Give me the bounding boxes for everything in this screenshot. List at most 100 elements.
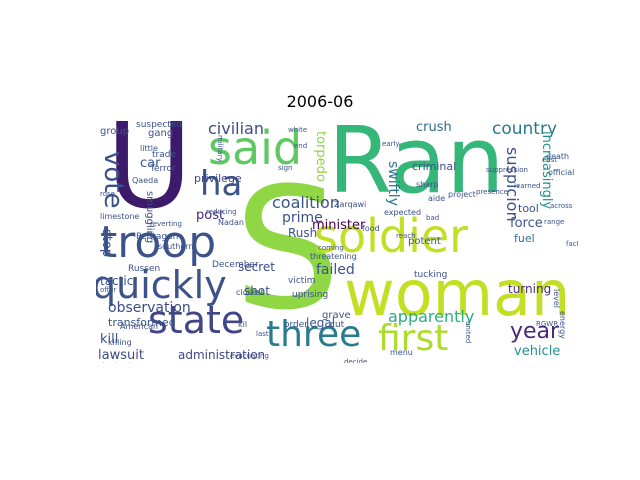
word-last: last [256, 330, 269, 338]
word-trade: trade [152, 150, 176, 160]
word-expected: expected [384, 208, 422, 217]
word-apparently: apparently [388, 307, 475, 326]
word-sharp: sharp [416, 180, 439, 189]
word-lawsuit: lawsuit [98, 348, 144, 363]
word-bad: bad [426, 214, 440, 222]
word-presence: presence [476, 188, 509, 196]
word-order: order [284, 320, 308, 330]
word-rose: rose [100, 190, 115, 198]
word-nadan: Nadan [218, 218, 244, 227]
word-victim: victim [288, 276, 316, 286]
word-east: east [542, 156, 557, 164]
word-potent: potent [408, 236, 441, 247]
word-united: united [464, 321, 472, 344]
word-first: first [378, 318, 449, 359]
word-kill: kill [100, 332, 119, 347]
word-administration: administration [178, 348, 266, 362]
word-post: post [196, 208, 225, 223]
word-aide: aide [428, 194, 446, 203]
word-swiftly: swiftly [385, 161, 401, 206]
word-said: said [208, 121, 303, 175]
word-offer: offer [100, 286, 117, 294]
word-evacuating: evacuating [230, 352, 269, 360]
word-crush: crush [416, 121, 452, 135]
word-group: group [100, 126, 130, 137]
word-southern: southern [158, 242, 194, 251]
word-threatening: threatening [310, 252, 357, 261]
word-civilian: civilian [208, 121, 264, 138]
word-minister: minister [312, 218, 366, 233]
word-official: official [548, 168, 575, 177]
word-limestone: limestone [100, 212, 140, 221]
word-vehicle: vehicle [514, 344, 561, 359]
word-factory: factory [566, 240, 578, 248]
word-terror: Terror [150, 164, 176, 174]
word-end: end [294, 142, 308, 150]
word-s: S [234, 151, 341, 347]
word-american: American [120, 322, 159, 331]
word-military: military [216, 135, 224, 162]
word-state: state [148, 298, 245, 342]
word-tactic: tactic [100, 274, 134, 288]
word-little: little [140, 144, 158, 153]
word-car: car [140, 156, 161, 171]
word-reducing: reducing [206, 208, 237, 216]
word-reverting: reverting [150, 220, 182, 228]
word-force: force [510, 216, 543, 231]
word-range: range [544, 218, 565, 226]
word-killing: killing [108, 338, 132, 347]
word-learned: learned [514, 182, 541, 190]
word-qaeda: Qaeda [132, 176, 159, 185]
word-troop: troop [100, 217, 217, 268]
word-pentagon: Pentagon [136, 232, 179, 242]
word-coalition: coalition [272, 193, 340, 212]
word-rgwr: RGWR [536, 320, 559, 328]
word-failed: failed [316, 262, 355, 278]
word-energy: energy [558, 311, 567, 339]
chart-title: 2006-06 [286, 92, 354, 111]
word-vote: vote [98, 151, 128, 209]
word-russen: Russen [128, 264, 161, 274]
word-closest: closest [236, 288, 264, 297]
word-gang: gang [148, 128, 174, 139]
word-december: December [212, 260, 259, 270]
word-early: early [382, 140, 400, 148]
word-year: year [510, 319, 560, 344]
word-shot: shot [244, 284, 270, 298]
word-suppression: suppression [486, 166, 528, 174]
word-criminal: criminal [412, 160, 457, 173]
word-stop: stop [99, 229, 114, 258]
word-fuel: fuel [514, 232, 535, 245]
word-observation: observation [108, 300, 191, 316]
word-woman: woman [344, 257, 571, 330]
word-suspected: suspected [136, 121, 183, 130]
word-level: level [552, 289, 561, 309]
word-death: death [546, 152, 570, 161]
word-prime: prime [282, 210, 323, 226]
word-cloud: Ran S U woman soldier troop said quickly… [96, 121, 578, 363]
word-kil: kil [238, 320, 248, 329]
word-menu: menu [390, 348, 413, 357]
word-privilege: privilege [194, 172, 242, 185]
word-soldier: soldier [314, 209, 469, 263]
word-transformed: transformed [108, 316, 176, 329]
word-across: across [550, 202, 573, 210]
word-reach: reach [396, 232, 416, 240]
word-tool: tool [518, 202, 539, 215]
word-torpedo: torpedo [313, 131, 328, 182]
word-turning: turning [508, 282, 552, 296]
word-tucking: tucking [414, 270, 448, 280]
word-ha: ha [200, 164, 243, 204]
word-decide: decide [344, 358, 368, 364]
word-project: project [448, 190, 476, 199]
word-grave: grave [322, 310, 351, 321]
word-sign: sign [278, 164, 293, 172]
word-secret: secret [238, 260, 275, 274]
word-zarqawi: Zarqawi [334, 200, 367, 209]
word-legal: legal [306, 316, 336, 330]
word-food: food [362, 224, 380, 233]
word-uprising: uprising [292, 290, 329, 300]
word-ran: Ran [328, 121, 505, 214]
word-three: three [266, 314, 362, 355]
word-cut: cut [330, 320, 345, 330]
